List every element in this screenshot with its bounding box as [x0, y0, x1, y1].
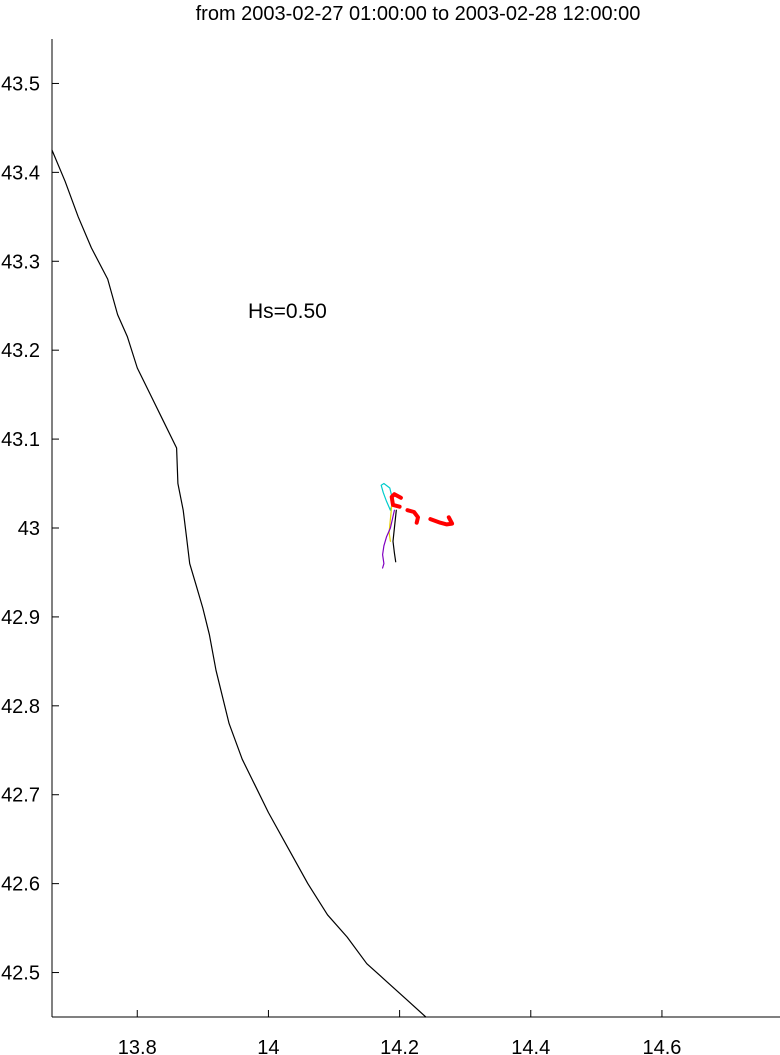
- x-tick-label: 14.2: [380, 1037, 419, 1055]
- y-tick-label: 43.5: [1, 73, 40, 95]
- axes-layer: 13.8 14 14.2 14.4 14.6 42.5 42.6 42.7 42.8 42.9 43…: [1, 39, 780, 1055]
- y-tick-label: 43.1: [1, 429, 40, 451]
- y-tick-label: 42.6: [1, 874, 40, 896]
- x-tick-label: 13.8: [118, 1037, 157, 1055]
- trajectory-line-2: [388, 505, 393, 542]
- trajectory-line-3: [382, 509, 395, 569]
- x-tick-label: 14: [257, 1037, 279, 1055]
- trajectory-line-6: [405, 508, 420, 525]
- plot-area: [52, 39, 780, 1017]
- x-tick-label: 14.4: [511, 1037, 550, 1055]
- trajectory-line-7: [428, 515, 455, 527]
- coastline-line: [51, 149, 427, 1018]
- y-tick-label: 42.8: [1, 696, 40, 718]
- trajectory-line-4: [392, 509, 397, 563]
- chart-title: from 2003-02-27 01:00:00 to 2003-02-28 1…: [196, 3, 641, 25]
- y-tick-label: 42.9: [1, 607, 40, 629]
- wave-height-annotation: Hs=0.50: [248, 300, 327, 323]
- y-tick-label: 43.4: [1, 162, 40, 184]
- series-layer: [51, 149, 455, 1018]
- y-tick-label: 42.5: [1, 963, 40, 985]
- trajectory-line-5: [389, 492, 403, 509]
- y-tick-label: 43.3: [1, 251, 40, 273]
- y-tick-label: 42.7: [1, 785, 40, 807]
- y-tick-label: 43: [18, 518, 40, 540]
- x-tick-label: 14.6: [642, 1037, 681, 1055]
- y-tick-label: 43.2: [1, 340, 40, 362]
